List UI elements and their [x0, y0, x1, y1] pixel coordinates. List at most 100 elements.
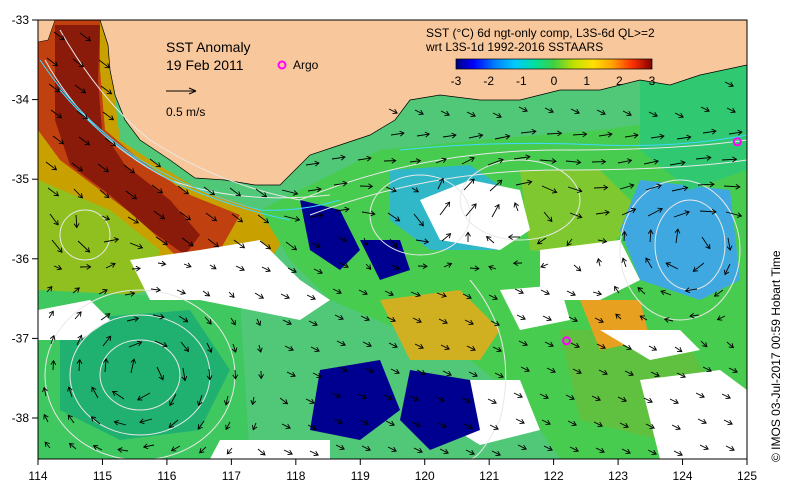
velocity-arrow-head	[48, 310, 54, 316]
velocity-arrow	[489, 424, 499, 430]
velocity-arrow-head	[498, 157, 504, 164]
velocity-arrow-head	[284, 293, 290, 299]
velocity-arrow-head	[59, 35, 66, 41]
velocity-arrow	[435, 396, 445, 402]
velocity-arrow-head	[505, 133, 511, 140]
velocity-arrow	[416, 369, 426, 375]
velocity-arrow-head	[258, 374, 264, 380]
velocity-arrow-head	[675, 424, 681, 430]
velocity-arrow-head	[74, 287, 80, 293]
y-axis: -33 -34 -35 -36 -37 -38	[12, 13, 38, 425]
velocity-arrow	[339, 262, 349, 268]
velocity-arrow	[486, 236, 495, 244]
velocity-arrow	[225, 395, 229, 405]
velocity-arrow	[48, 310, 54, 319]
velocity-arrow	[69, 443, 77, 450]
velocity-arrow-head	[728, 81, 734, 87]
velocity-arrow	[592, 291, 602, 295]
velocity-arrow-head	[415, 421, 421, 427]
velocity-arrow-head	[76, 311, 82, 317]
velocity-arrow	[544, 107, 554, 113]
velocity-arrow	[118, 448, 129, 452]
velocity-arrow-head	[522, 340, 528, 346]
velocity-arrow	[699, 210, 716, 213]
velocity-arrow-head	[342, 180, 348, 187]
velocity-arrow	[416, 133, 430, 137]
velocity-arrow	[104, 137, 116, 147]
velocity-arrow	[52, 360, 54, 371]
velocity-arrow	[565, 394, 575, 400]
velocity-arrow	[514, 288, 524, 294]
velocity-arrow-head	[204, 291, 211, 297]
velocity-arrow	[728, 131, 743, 135]
product-description: SST (°C) 6d ngt-only comp, L3S-6d QL>=2	[426, 26, 655, 40]
velocity-arrow-head	[651, 449, 657, 455]
velocity-arrow-head	[441, 292, 447, 298]
velocity-arrow	[46, 286, 53, 293]
velocity-arrow	[43, 387, 47, 397]
velocity-arrow-head	[493, 424, 499, 430]
velocity-arrow	[702, 366, 712, 372]
velocity-arrow	[208, 368, 211, 380]
velocity-arrow	[591, 395, 601, 401]
velocity-arrow-head	[394, 264, 400, 270]
velocity-arrow	[226, 447, 233, 455]
velocity-arrow	[518, 340, 528, 346]
velocity-arrow	[101, 215, 110, 220]
colorbar-tick-label: -2	[483, 74, 494, 88]
velocity-arrow-head	[547, 216, 553, 223]
velocity-arrow-head	[53, 220, 59, 226]
velocity-arrow	[461, 157, 475, 165]
velocity-arrow-head	[498, 372, 504, 378]
velocity-arrow-head	[597, 421, 603, 427]
velocity-arrow-head	[161, 260, 167, 267]
x-tick-label: 124	[673, 469, 693, 483]
velocity-arrow	[623, 231, 626, 242]
velocity-arrow-head	[625, 448, 631, 454]
velocity-arrow-head	[569, 394, 575, 400]
velocity-arrow	[463, 178, 475, 191]
velocity-arrow	[541, 185, 557, 193]
velocity-arrow-head	[52, 61, 59, 67]
velocity-arrow	[617, 396, 627, 402]
velocity-arrow-head	[633, 132, 639, 139]
velocity-arrow-head	[317, 268, 323, 274]
velocity-arrow-head	[129, 291, 136, 297]
velocity-arrow	[177, 185, 189, 195]
velocity-arrow-head	[316, 186, 322, 193]
velocity-arrow	[230, 317, 236, 326]
velocity-arrow	[614, 286, 620, 294]
velocity-arrow	[464, 319, 474, 325]
velocity-arrow	[728, 367, 738, 373]
argo-legend-marker	[277, 60, 287, 70]
velocity-arrow	[93, 445, 103, 451]
velocity-arrow	[491, 450, 501, 456]
velocity-arrow-head	[551, 188, 558, 194]
velocity-arrow-head	[621, 396, 627, 402]
velocity-arrow-head	[57, 247, 63, 253]
velocity-arrow	[183, 263, 192, 268]
velocity-arrow-head	[653, 158, 659, 165]
velocity-arrow-head	[183, 317, 189, 323]
velocity-arrow	[643, 160, 659, 165]
velocity-arrow	[180, 341, 189, 352]
velocity-arrow	[333, 418, 343, 424]
cold-anomaly-regions	[300, 200, 480, 450]
x-tick-label: 114	[28, 469, 47, 483]
velocity-arrow-head	[90, 416, 97, 422]
velocity-arrow-head	[598, 317, 604, 323]
velocity-arrow	[487, 398, 497, 404]
velocity-arrow-head	[84, 140, 91, 146]
velocity-arrow-head	[340, 154, 346, 161]
velocity-arrow	[73, 188, 83, 199]
velocity-arrow-head	[444, 344, 450, 350]
velocity-arrow-head	[239, 265, 245, 271]
velocity-arrow	[689, 314, 700, 317]
velocity-arrow	[439, 201, 450, 216]
velocity-arrow-head	[418, 109, 424, 115]
velocity-arrow-head	[313, 450, 319, 456]
velocity-arrow-head	[183, 189, 190, 195]
velocity-arrow-head	[663, 317, 670, 323]
velocity-arrow-head	[423, 238, 430, 245]
velocity-arrow	[307, 424, 317, 430]
